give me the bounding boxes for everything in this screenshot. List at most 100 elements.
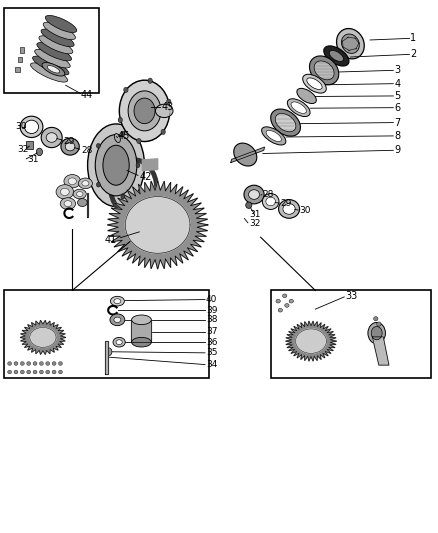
- Ellipse shape: [39, 361, 43, 366]
- Bar: [15, 67, 20, 72]
- Text: 1: 1: [410, 34, 417, 43]
- Ellipse shape: [33, 361, 37, 366]
- Ellipse shape: [20, 370, 25, 374]
- Ellipse shape: [52, 370, 56, 374]
- Ellipse shape: [14, 370, 18, 374]
- Ellipse shape: [78, 178, 92, 189]
- Ellipse shape: [52, 361, 56, 366]
- Text: 28: 28: [81, 146, 92, 155]
- Ellipse shape: [96, 143, 100, 148]
- Ellipse shape: [110, 314, 125, 326]
- Ellipse shape: [39, 370, 43, 374]
- Ellipse shape: [103, 145, 129, 185]
- Ellipse shape: [136, 163, 140, 168]
- Text: 2: 2: [410, 50, 417, 59]
- Ellipse shape: [61, 138, 79, 155]
- Text: 31: 31: [27, 156, 39, 164]
- Ellipse shape: [56, 185, 74, 199]
- Ellipse shape: [73, 189, 86, 199]
- Bar: [18, 57, 22, 62]
- Polygon shape: [231, 147, 265, 163]
- Ellipse shape: [119, 80, 170, 142]
- Ellipse shape: [291, 102, 307, 114]
- Ellipse shape: [297, 88, 316, 103]
- Ellipse shape: [7, 370, 11, 374]
- Ellipse shape: [88, 124, 145, 207]
- Ellipse shape: [324, 46, 349, 66]
- Polygon shape: [125, 197, 190, 253]
- Ellipse shape: [25, 120, 39, 134]
- Bar: [4, 290, 209, 378]
- Ellipse shape: [27, 370, 31, 374]
- Ellipse shape: [82, 181, 89, 186]
- Ellipse shape: [64, 174, 81, 188]
- Ellipse shape: [46, 370, 49, 374]
- Ellipse shape: [65, 142, 75, 151]
- Ellipse shape: [262, 193, 279, 209]
- Ellipse shape: [121, 132, 125, 136]
- Ellipse shape: [59, 370, 62, 374]
- Ellipse shape: [47, 66, 60, 73]
- Polygon shape: [372, 337, 389, 365]
- Bar: [4, 8, 99, 93]
- Polygon shape: [286, 321, 336, 361]
- Ellipse shape: [96, 182, 100, 187]
- Ellipse shape: [95, 134, 137, 196]
- Ellipse shape: [244, 185, 264, 204]
- Ellipse shape: [114, 298, 121, 304]
- Polygon shape: [87, 193, 88, 217]
- Text: 9: 9: [394, 146, 400, 155]
- Text: 36: 36: [206, 338, 217, 346]
- Ellipse shape: [276, 300, 280, 303]
- Ellipse shape: [37, 43, 71, 61]
- Ellipse shape: [283, 294, 287, 297]
- Text: 34: 34: [206, 360, 217, 369]
- Ellipse shape: [36, 148, 42, 156]
- Ellipse shape: [234, 143, 257, 166]
- Ellipse shape: [7, 361, 11, 366]
- Text: 44: 44: [81, 90, 93, 100]
- Text: 7: 7: [394, 118, 400, 127]
- Ellipse shape: [118, 117, 123, 123]
- Text: 32: 32: [18, 145, 29, 154]
- Ellipse shape: [64, 200, 72, 207]
- Ellipse shape: [116, 340, 122, 345]
- Text: 43: 43: [161, 102, 173, 111]
- Ellipse shape: [279, 200, 300, 219]
- Ellipse shape: [166, 99, 171, 104]
- Ellipse shape: [275, 114, 296, 132]
- Text: 38: 38: [206, 316, 217, 324]
- Ellipse shape: [128, 91, 161, 131]
- Text: 6: 6: [394, 103, 400, 112]
- Text: 39: 39: [206, 306, 217, 314]
- Ellipse shape: [68, 178, 77, 184]
- Ellipse shape: [121, 194, 125, 199]
- Text: 31: 31: [249, 210, 260, 219]
- Ellipse shape: [43, 22, 75, 39]
- Ellipse shape: [105, 348, 112, 356]
- Ellipse shape: [20, 361, 25, 366]
- Text: 30: 30: [299, 206, 311, 215]
- Text: 28: 28: [263, 190, 274, 199]
- Text: 35: 35: [206, 349, 217, 357]
- Ellipse shape: [161, 129, 166, 134]
- Ellipse shape: [266, 130, 282, 142]
- Ellipse shape: [114, 317, 121, 322]
- Ellipse shape: [371, 326, 382, 340]
- Ellipse shape: [46, 361, 49, 366]
- Bar: [26, 141, 33, 149]
- Ellipse shape: [266, 197, 276, 206]
- Ellipse shape: [39, 36, 73, 54]
- Ellipse shape: [76, 191, 83, 197]
- Ellipse shape: [303, 74, 326, 93]
- Ellipse shape: [27, 361, 31, 366]
- Ellipse shape: [78, 199, 87, 207]
- Ellipse shape: [32, 56, 69, 75]
- Ellipse shape: [113, 337, 125, 347]
- Polygon shape: [107, 181, 208, 269]
- Ellipse shape: [137, 139, 141, 144]
- Ellipse shape: [134, 98, 155, 124]
- Text: 29: 29: [280, 199, 292, 208]
- Ellipse shape: [110, 296, 124, 306]
- Ellipse shape: [41, 29, 74, 47]
